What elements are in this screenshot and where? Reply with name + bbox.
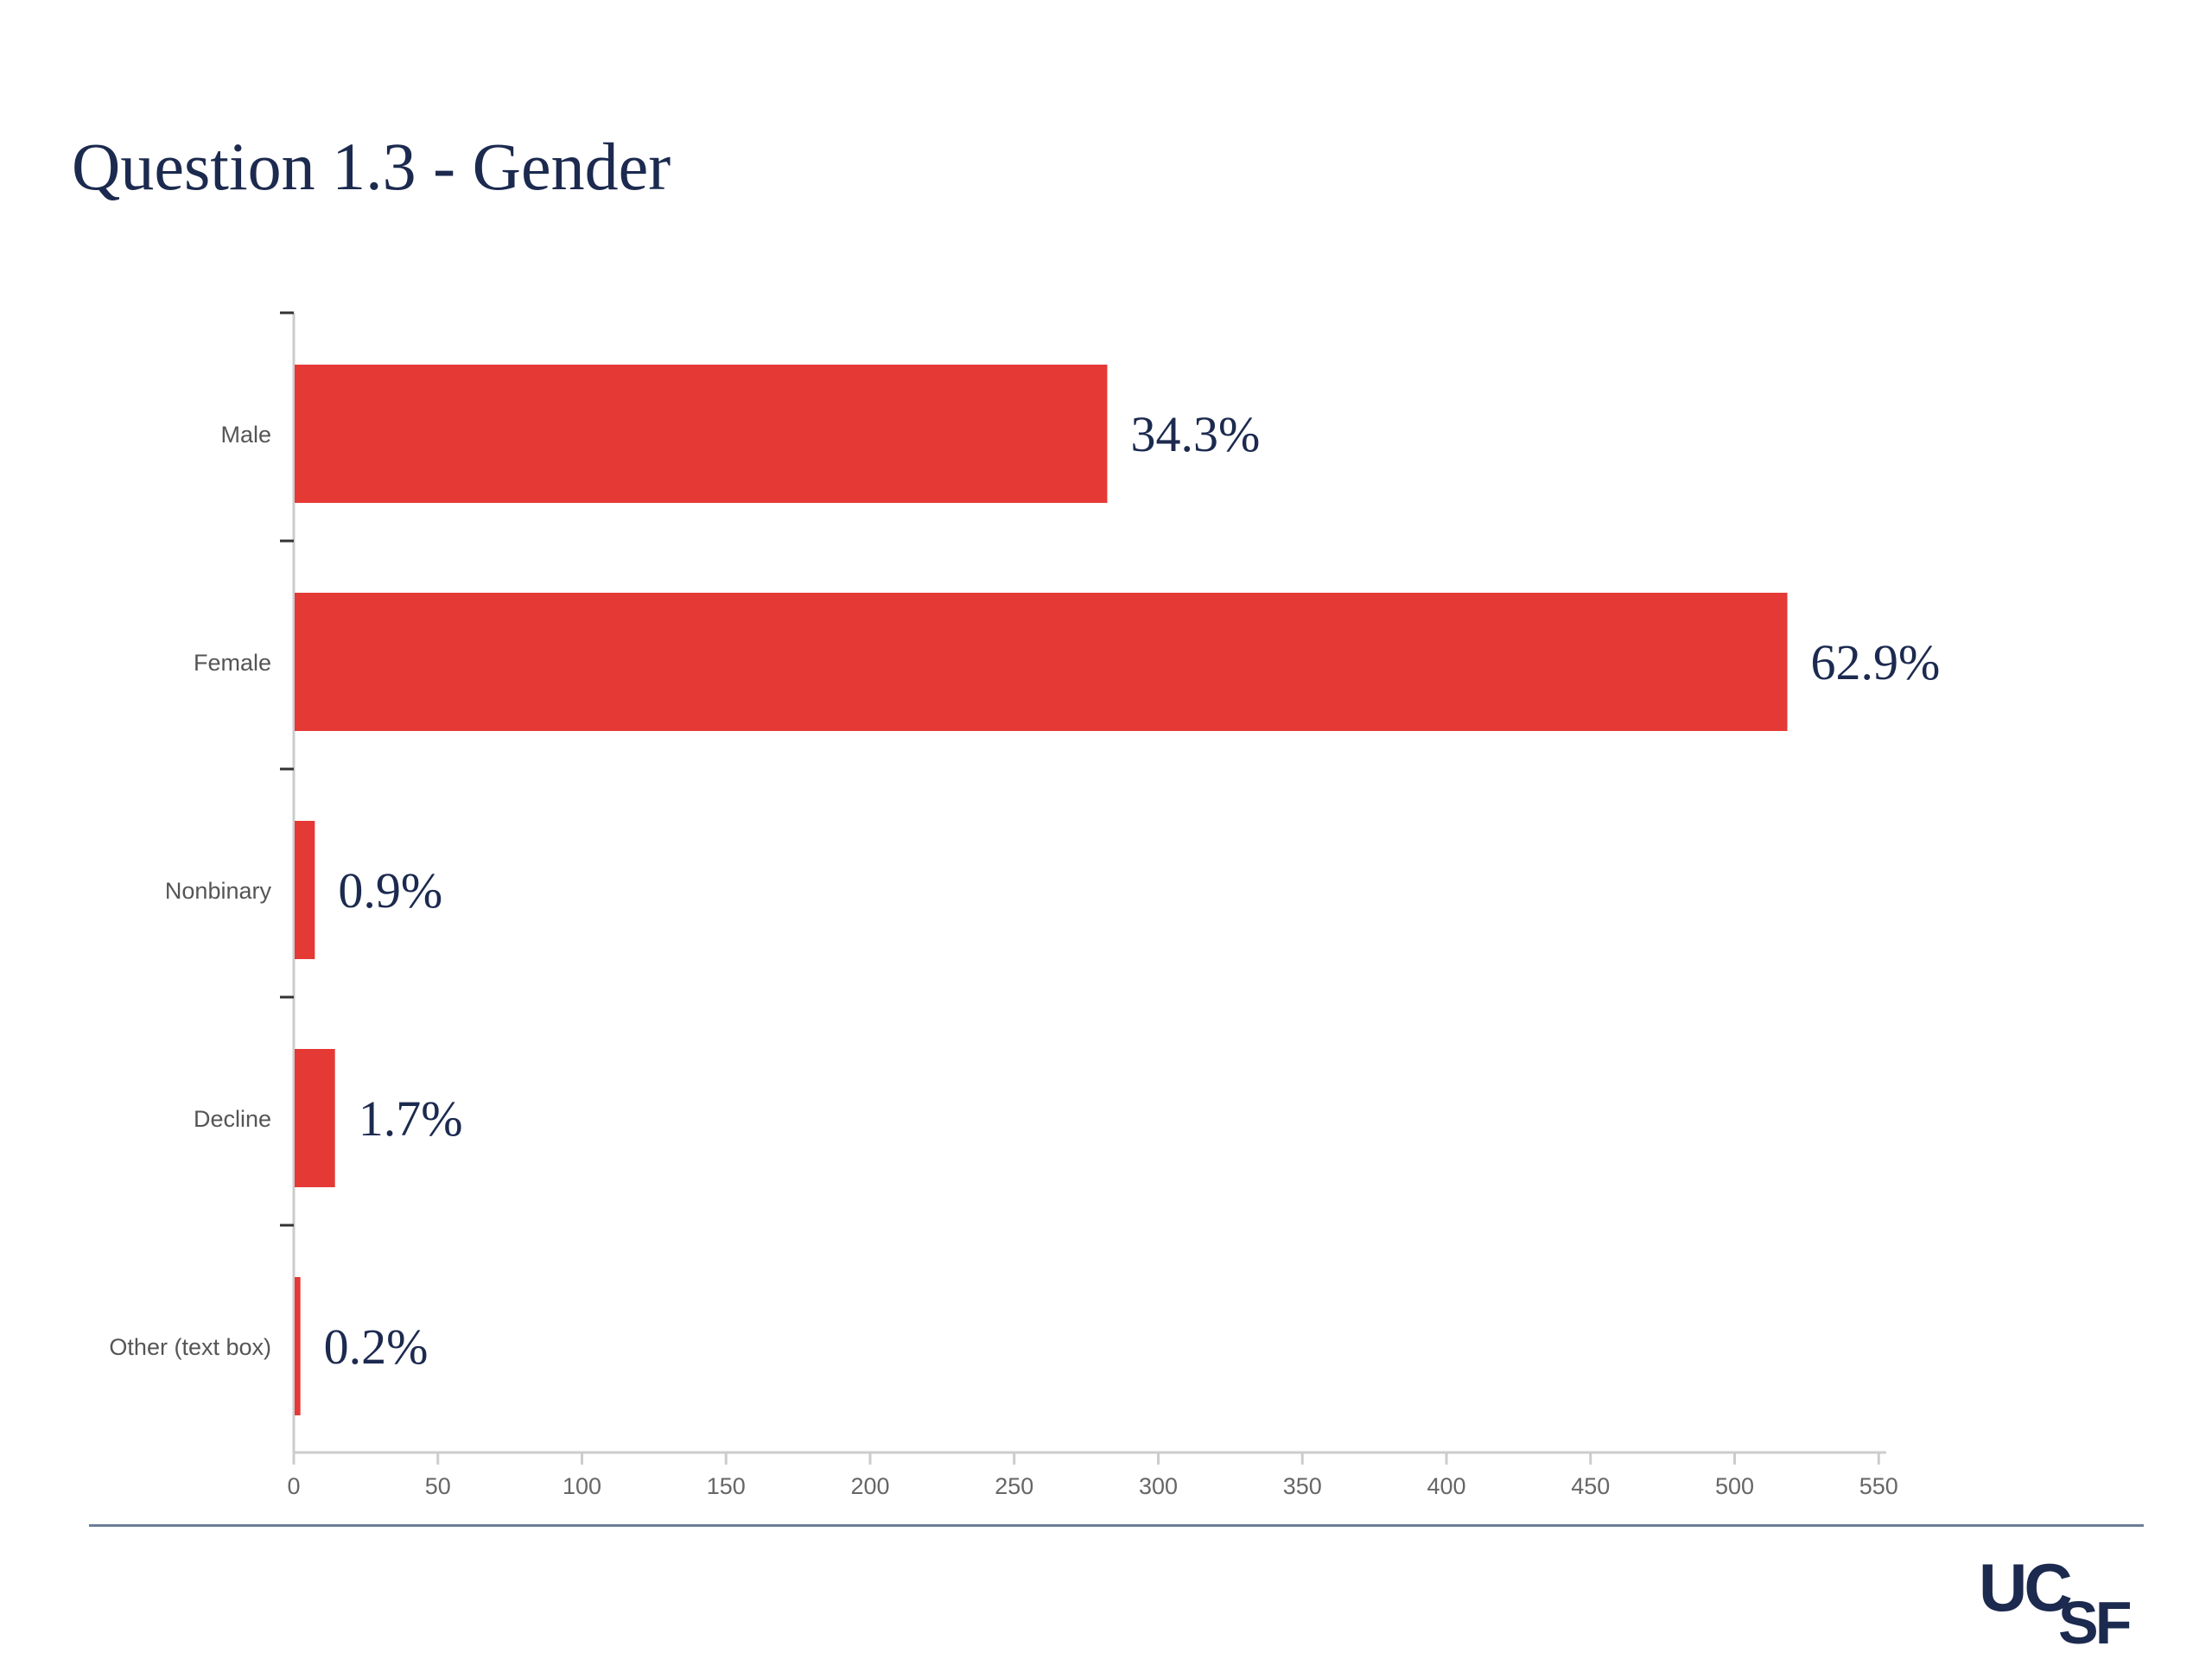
x-tick-label: 350	[1283, 1473, 1322, 1499]
x-axis	[292, 1451, 1886, 1465]
page-title: Question 1.3 - Gender	[72, 129, 671, 204]
x-tick-label: 450	[1571, 1473, 1610, 1499]
footer-divider	[89, 1524, 2144, 1527]
bar-chart: Male Female Nonbinary Decline Other (text bo…	[109, 311, 1941, 1499]
data-label: 0.2%	[324, 1319, 429, 1375]
x-tick-label: 50	[425, 1473, 451, 1499]
x-tick-label: 250	[995, 1473, 1033, 1499]
category-label: Female	[194, 650, 271, 676]
bar-decline	[295, 1049, 335, 1187]
bar-female	[295, 593, 1788, 731]
y-axis	[280, 311, 296, 1452]
ucsf-logo: UC SF	[1979, 1552, 2134, 1647]
bar-other-text-box	[295, 1277, 301, 1415]
category-labels: Male Female Nonbinary Decline Other (text bo…	[109, 422, 271, 1360]
bars	[295, 365, 1788, 1415]
data-label: 62.9%	[1811, 634, 1941, 690]
x-tick-label: 300	[1139, 1473, 1178, 1499]
logo-text-uc: UC	[1979, 1552, 2071, 1625]
x-tick-label: 0	[287, 1473, 300, 1499]
category-label: Decline	[194, 1106, 271, 1132]
category-label: Other (text box)	[109, 1334, 271, 1360]
x-tick-label: 200	[850, 1473, 889, 1499]
logo-text-sf: SF	[2058, 1589, 2131, 1647]
data-label: 0.9%	[338, 862, 442, 918]
x-tick-label: 550	[1859, 1473, 1898, 1499]
data-label: 1.7%	[359, 1090, 463, 1147]
bar-nonbinary	[295, 821, 315, 959]
category-label: Nonbinary	[165, 878, 272, 904]
x-tick-label: 150	[707, 1473, 746, 1499]
category-label: Male	[220, 422, 271, 448]
bar-male	[295, 365, 1108, 503]
x-tick-label: 500	[1715, 1473, 1754, 1499]
x-tick-label: 400	[1427, 1473, 1465, 1499]
x-tick-label: 100	[563, 1473, 601, 1499]
data-label: 34.3%	[1130, 406, 1260, 462]
tick-labels: 0 50 100 150 200 250 300 350 400 450 500 550	[287, 1473, 1897, 1499]
data-labels: 34.3% 62.9% 0.9% 1.7% 0.2%	[324, 406, 1941, 1375]
